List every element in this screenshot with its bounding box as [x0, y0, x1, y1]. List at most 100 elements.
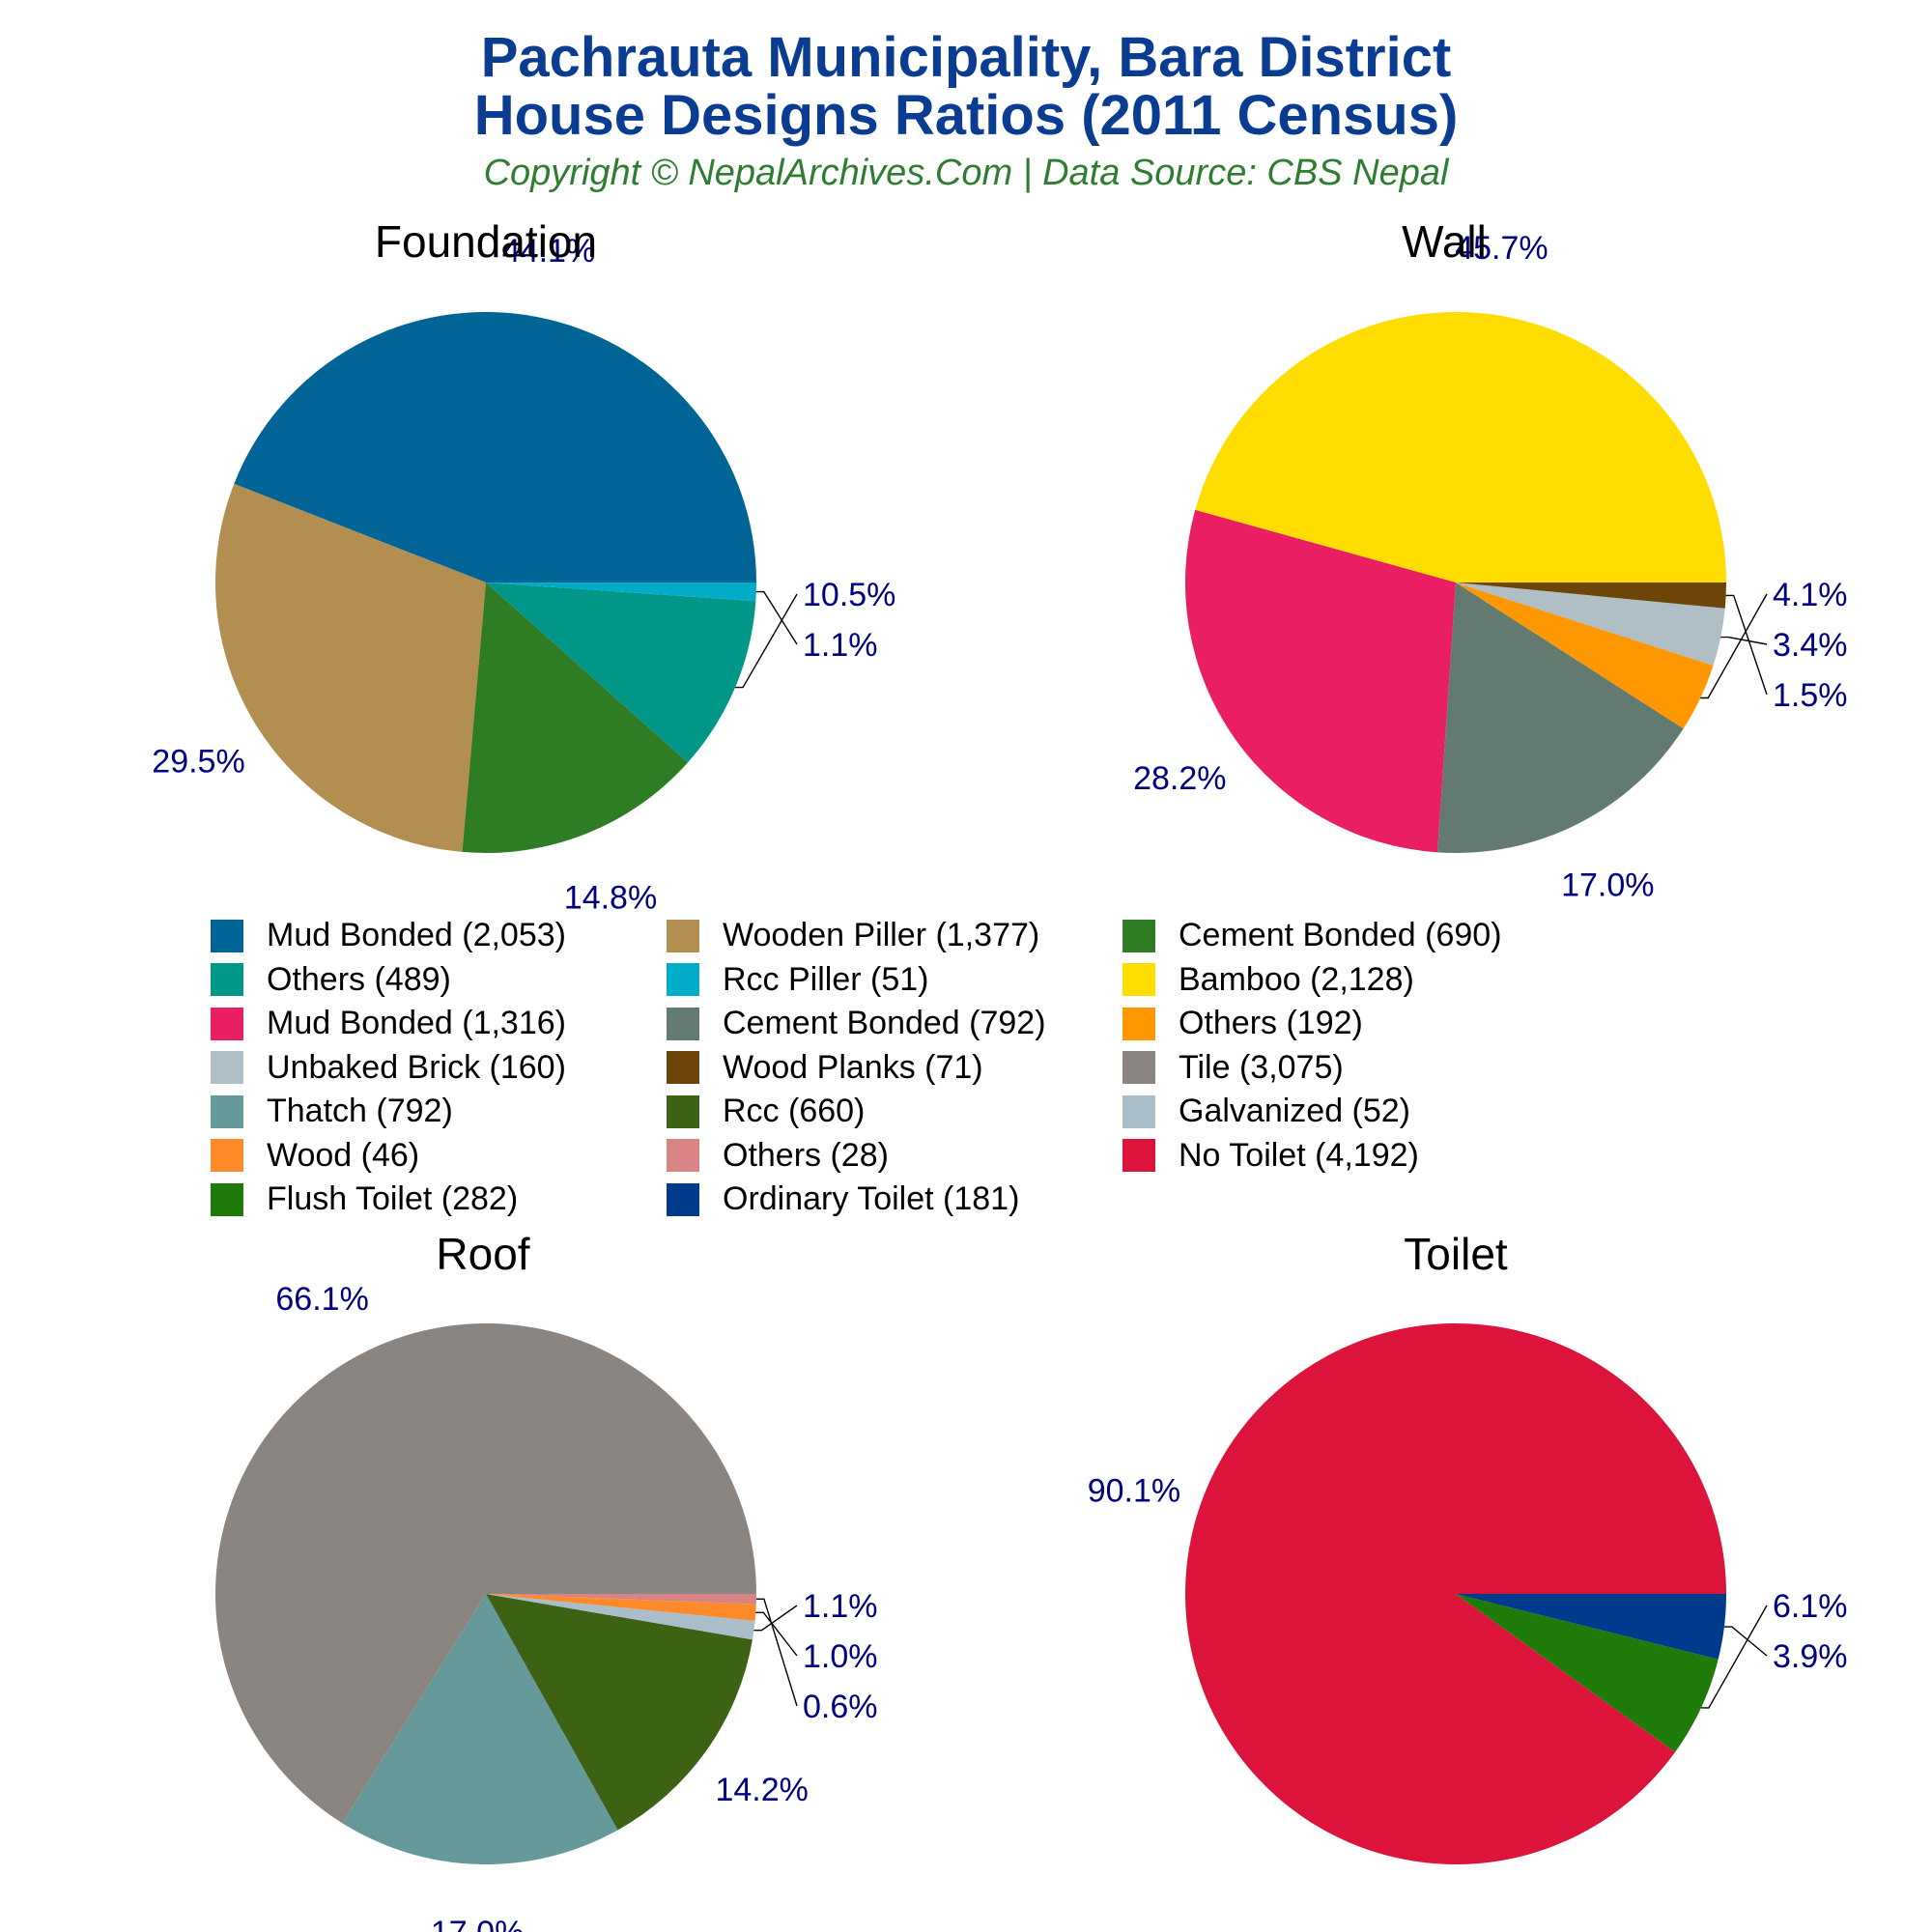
pie-slice-rcc-660 — [486, 1594, 753, 1831]
pie-slice-others-489 — [486, 582, 756, 763]
pie-slice-bamboo-2-128 — [1195, 311, 1726, 582]
legend-label: Bamboo (2,128) — [1179, 960, 1414, 998]
pie-title-toilet: Toilet — [1404, 1229, 1508, 1279]
slice-pct-label: 14.2% — [715, 1772, 808, 1808]
legend-item: Rcc (660) — [667, 1090, 1122, 1134]
legend-label: Wood (46) — [267, 1136, 420, 1174]
legend-item: Others (489) — [211, 958, 667, 1003]
pie-title-foundation: Foundation — [375, 216, 597, 267]
pie-slice-wood-46 — [486, 1594, 756, 1621]
legend-swatch — [1122, 1094, 1155, 1128]
legend-item: Others (192) — [1122, 1002, 1578, 1046]
slice-pct-label: 0.6% — [803, 1689, 878, 1725]
legend-swatch — [667, 1094, 699, 1128]
legend-swatch — [211, 919, 243, 952]
legend-swatch — [211, 963, 243, 997]
legend-swatch — [211, 1182, 243, 1216]
legend-item: Thatch (792) — [211, 1090, 667, 1134]
legend-swatch — [667, 963, 699, 997]
pie-chart-roof: 66.1% 17.0% 14.2% 1.1% 1.0% 0.6% Roof — [215, 1229, 878, 1932]
leader-line — [755, 590, 798, 645]
slice-pct-label: 1.5% — [1773, 677, 1848, 714]
legend-label: Cement Bonded (690) — [1179, 917, 1502, 954]
leader-line — [1725, 594, 1768, 696]
legend-item: Others (28) — [667, 1134, 1122, 1179]
legend-item: Wooden Piller (1,377) — [667, 914, 1122, 958]
slice-pct-label: 3.4% — [1773, 627, 1848, 664]
legend-swatch — [211, 1051, 243, 1085]
leader-line — [1723, 1626, 1768, 1657]
legend-item: Cement Bonded (690) — [1122, 914, 1578, 958]
slice-pct-label: 44.1% — [502, 233, 595, 270]
slice-pct-label: 28.2% — [1133, 760, 1226, 797]
pie-slice-ordinary-toilet-181 — [1456, 1594, 1726, 1660]
pie-slice-wooden-piller-1-377 — [214, 483, 486, 852]
legend-item: Mud Bonded (2,053) — [211, 914, 667, 958]
legend-label: Flush Toilet (282) — [267, 1180, 519, 1218]
legend-label: Unbaked Brick (160) — [267, 1048, 566, 1086]
legend-swatch — [667, 1182, 699, 1216]
slice-pct-label: 17.0% — [431, 1915, 524, 1932]
leader-line — [1700, 593, 1768, 699]
chart-title-line2: House Designs Ratios (2011 Census) — [473, 84, 1459, 147]
legend-item: Wood Planks (71) — [667, 1046, 1122, 1091]
legend-label: Ordinary Toilet (181) — [723, 1180, 1020, 1218]
pie-slice-flush-toilet-282 — [1456, 1594, 1719, 1752]
pie-chart-foundation: 44.1% 29.5% 14.8% 10.5% 1.1% Foundation — [152, 216, 895, 916]
legend-item: Wood (46) — [211, 1134, 667, 1179]
pie-slice-others-28 — [486, 1594, 756, 1605]
leader-line — [1720, 636, 1768, 645]
slice-pct-label: 10.5% — [803, 577, 895, 613]
legend-swatch — [667, 919, 699, 952]
slice-pct-label: 66.1% — [275, 1281, 368, 1318]
slice-pct-label: 45.7% — [1455, 230, 1548, 267]
legend-item: Cement Bonded (792) — [667, 1002, 1122, 1046]
slice-pct-label: 29.5% — [152, 743, 244, 780]
leader-line — [753, 1605, 798, 1632]
legend-label: Others (28) — [723, 1136, 889, 1174]
pie-slice-unbaked-brick-160 — [1456, 582, 1725, 666]
legend-label: Rcc Piller (51) — [723, 960, 929, 998]
pie-slice-thatch-792 — [342, 1594, 618, 1865]
legend-item: Bamboo (2,128) — [1122, 958, 1578, 1003]
legend-label: Others (489) — [267, 960, 451, 998]
pie-title-roof: Roof — [436, 1229, 529, 1279]
legend-label: No Toilet (4,192) — [1179, 1136, 1419, 1174]
slice-pct-label: 1.1% — [803, 1588, 878, 1625]
legend-item: Mud Bonded (1,316) — [211, 1002, 667, 1046]
pie-slice-no-toilet-4-192 — [1185, 1322, 1726, 1864]
legend-label: Cement Bonded (792) — [723, 1005, 1046, 1042]
slice-pct-label: 90.1% — [1088, 1472, 1180, 1509]
legend-swatch — [211, 1139, 243, 1173]
legend-swatch — [667, 1051, 699, 1085]
legend-item: No Toilet (4,192) — [1122, 1134, 1578, 1179]
slice-pct-label: 3.9% — [1773, 1638, 1848, 1675]
legend-label: Galvanized (52) — [1179, 1093, 1411, 1130]
legend-item: Ordinary Toilet (181) — [667, 1178, 1122, 1222]
legend-swatch — [667, 1007, 699, 1040]
slice-pct-label: 1.1% — [803, 627, 878, 664]
slice-pct-label: 14.8% — [564, 879, 657, 916]
legend-swatch — [1122, 963, 1155, 997]
pie-slice-rcc-piller-51 — [486, 582, 756, 602]
legend-swatch — [1122, 1139, 1155, 1173]
legend-label: Mud Bonded (1,316) — [267, 1005, 566, 1042]
legend-label: Rcc (660) — [723, 1093, 866, 1130]
legend-label: Thatch (792) — [267, 1093, 453, 1130]
leader-line — [755, 1611, 798, 1657]
chart-title-line1: Pachrauta Municipality, Bara District — [480, 26, 1452, 89]
legend-swatch — [1122, 1007, 1155, 1040]
legend-label: Others (192) — [1179, 1005, 1363, 1042]
legend-item: Tile (3,075) — [1122, 1046, 1578, 1091]
pie-slice-cement-bonded-792 — [1437, 582, 1684, 854]
legend-swatch — [1122, 1051, 1155, 1085]
leader-line — [755, 1598, 798, 1707]
legend-swatch — [211, 1094, 243, 1128]
legend-label: Tile (3,075) — [1179, 1048, 1344, 1086]
pie-chart-toilet: 90.1% 6.1% 3.9% Toilet — [1088, 1229, 1848, 1864]
slice-pct-label: 4.1% — [1773, 577, 1848, 613]
pie-slice-tile-3-075 — [215, 1322, 756, 1824]
legend-label: Mud Bonded (2,053) — [267, 917, 566, 954]
legend-item: Galvanized (52) — [1122, 1090, 1578, 1134]
